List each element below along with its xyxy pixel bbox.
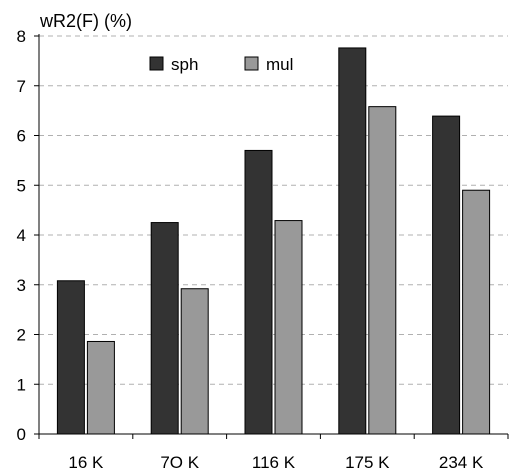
- y-tick-label: 1: [17, 375, 26, 394]
- x-category-label: 234 K: [439, 453, 484, 472]
- y-tick-label: 4: [17, 226, 26, 245]
- y-tick-label: 6: [17, 127, 26, 146]
- bar-sph-0: [56, 280, 85, 435]
- bar-mul-2: [274, 220, 303, 435]
- bar-mul-1: [180, 288, 209, 435]
- legend-label-sph: sph: [171, 55, 198, 74]
- legend: sph mul: [149, 55, 293, 74]
- y-tick-label: 3: [17, 276, 26, 295]
- x-category-label: 116 K: [252, 453, 296, 472]
- bar-sph-1: [150, 222, 179, 435]
- bar-sph-4: [432, 115, 461, 435]
- legend-swatch-mul: [244, 56, 259, 71]
- y-tick-label: 2: [17, 326, 26, 345]
- y-tick-label: 7: [17, 77, 26, 96]
- bar-sph-2: [244, 149, 273, 435]
- legend-label-mul: mul: [266, 55, 293, 74]
- x-category-label: 175 K: [345, 453, 390, 472]
- x-category-label: 7O K: [160, 453, 199, 472]
- gridlines: [39, 35, 508, 385]
- legend-swatch-sph: [149, 56, 164, 71]
- y-tick-label: 0: [17, 425, 26, 444]
- bar-sph-3: [338, 47, 367, 435]
- bar-mul-3: [368, 106, 397, 435]
- x-category-label: 16 K: [68, 453, 104, 472]
- y-tick-label: 5: [17, 176, 26, 195]
- bars: [56, 47, 491, 435]
- y-tick-label: 8: [17, 27, 26, 46]
- y-axis-label: wR2(F) (%): [39, 11, 132, 31]
- bar-mul-0: [86, 340, 115, 435]
- axes: 0 1 2 3 4 5 6 7 8 16 K 7O K 116 K 175 K 234 K: [17, 27, 509, 472]
- bar-mul-4: [462, 189, 491, 435]
